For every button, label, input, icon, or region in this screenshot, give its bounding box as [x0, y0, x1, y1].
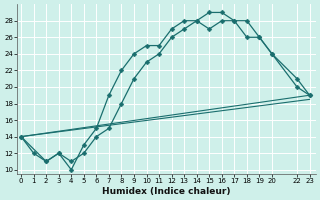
X-axis label: Humidex (Indice chaleur): Humidex (Indice chaleur): [102, 187, 231, 196]
